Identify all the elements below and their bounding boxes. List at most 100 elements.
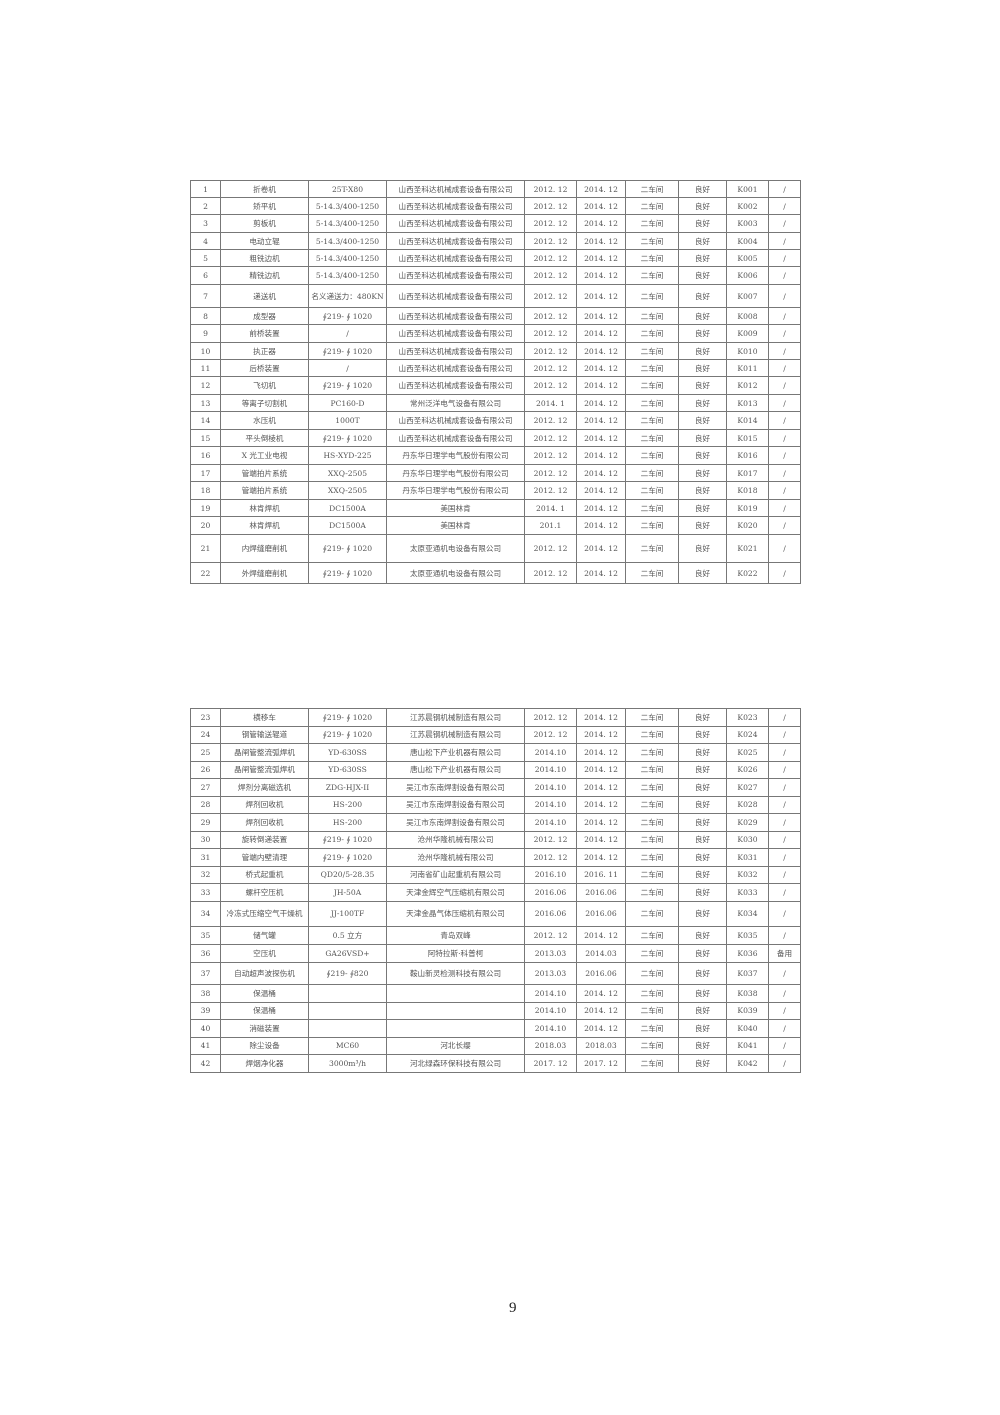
table-row: 17 管端拍片系统 XXQ-2505 丹东华日理学电气股份有限公司 2012. 12 20… [190, 464, 801, 482]
cell-install-date: 2014. 12 [576, 197, 626, 215]
cell-condition: 良好 [678, 324, 727, 343]
cell-code: K008 [726, 307, 769, 325]
cell-location: 二车间 [625, 429, 679, 447]
table-row: 20 林肯焊机 DC1500A 美国林肯 201.1 2014. 12 二车间 良好 K020/ [190, 516, 801, 535]
table-row: 34 冷冻式压缩空气干燥机 JJ-100TF 天津金晶气体压缩机有限公司 2016.06… [190, 900, 801, 927]
cell-index: 18 [190, 481, 221, 500]
cell-purchase-date: 2014.10 [524, 795, 577, 814]
cell-model: DC1500A [308, 516, 387, 535]
page-number: 9 [509, 1300, 517, 1316]
cell-remark: / [768, 214, 801, 233]
cell-equipment-name: 焊烟净化器 [220, 1054, 309, 1073]
cell-index: 32 [190, 865, 221, 884]
cell-remark: / [768, 795, 801, 814]
cell-code: K015 [726, 429, 769, 447]
cell-install-date: 2014. 12 [576, 324, 626, 343]
cell-index: 36 [190, 943, 221, 963]
cell-model: PC160-D [308, 394, 387, 412]
cell-index: 40 [190, 1019, 221, 1038]
cell-model: ∮219- ∮820 [308, 961, 387, 985]
cell-purchase-date: 2012. 12 [524, 324, 577, 343]
cell-manufacturer: 常州泛洋电气设备有限公司 [386, 394, 525, 412]
cell-install-date: 2014. 12 [576, 708, 626, 727]
cell-location: 二车间 [625, 232, 679, 250]
cell-model: 5-14.3/400-1250 [308, 214, 387, 233]
cell-install-date: 2016.06 [576, 900, 626, 927]
cell-model: ∮219- ∮ 1020 [308, 429, 387, 447]
cell-model: JJ-100TF [308, 900, 387, 927]
cell-code: K004 [726, 232, 769, 250]
cell-index: 15 [190, 429, 221, 447]
cell-install-date: 2014. 12 [576, 342, 626, 360]
cell-equipment-name: 内焊缝磨削机 [220, 534, 309, 563]
cell-model [308, 1019, 387, 1038]
cell-index: 23 [190, 708, 221, 727]
cell-manufacturer: 青岛双峰 [386, 925, 525, 945]
cell-code: K021 [726, 534, 769, 563]
cell-condition: 良好 [678, 1001, 727, 1020]
cell-remark: / [768, 743, 801, 762]
cell-purchase-date: 2013.03 [524, 961, 577, 985]
cell-code: K025 [726, 743, 769, 762]
cell-remark: / [768, 1054, 801, 1073]
cell-purchase-date: 2012. 12 [524, 411, 577, 430]
cell-code: K003 [726, 214, 769, 233]
cell-manufacturer: 天津金晶气体压缩机有限公司 [386, 900, 525, 927]
cell-install-date: 2017. 12 [576, 1054, 626, 1073]
cell-equipment-name: 自动超声波探伤机 [220, 961, 309, 985]
cell-model: ∮219- ∮ 1020 [308, 708, 387, 727]
cell-install-date: 2014. 12 [576, 376, 626, 395]
cell-equipment-name: 飞切机 [220, 376, 309, 395]
cell-remark: / [768, 1019, 801, 1038]
cell-index: 2 [190, 197, 221, 215]
cell-location: 二车间 [625, 708, 679, 727]
table-row: 8 成型器 ∮219- ∮ 1020 山西圣科达机械成套设备有限公司 2012. 12 2… [190, 307, 801, 325]
cell-equipment-name: 空压机 [220, 943, 309, 963]
cell-code: K024 [726, 725, 769, 744]
cell-location: 二车间 [625, 197, 679, 215]
cell-manufacturer: 丹东华日理学电气股份有限公司 [386, 464, 525, 482]
cell-purchase-date: 2012. 12 [524, 342, 577, 360]
cell-model: 5-14.3/400-1250 [308, 249, 387, 267]
cell-condition: 良好 [678, 342, 727, 360]
cell-condition: 良好 [678, 1019, 727, 1038]
cell-install-date: 2014. 12 [576, 284, 626, 308]
cell-condition: 良好 [678, 760, 727, 779]
cell-condition: 良好 [678, 232, 727, 250]
cell-manufacturer: 山西圣科达机械成套设备有限公司 [386, 307, 525, 325]
table-row: 38 保温桶 2014.10 2014. 12 二车间 良好 K038/ [190, 983, 801, 1003]
cell-condition: 良好 [678, 516, 727, 535]
cell-equipment-name: 桥式起重机 [220, 865, 309, 884]
cell-remark: / [768, 708, 801, 727]
cell-model: 25T-X80 [308, 180, 387, 198]
cell-code: K028 [726, 795, 769, 814]
cell-manufacturer: 山西圣科达机械成套设备有限公司 [386, 284, 525, 308]
cell-location: 二车间 [625, 813, 679, 832]
cell-purchase-date: 2012. 12 [524, 725, 577, 744]
table-row: 7 递送机 名义递送力：480KN 山西圣科达机械成套设备有限公司 2012. 12 20… [190, 284, 801, 308]
cell-remark: / [768, 534, 801, 563]
cell-condition: 良好 [678, 481, 727, 500]
cell-manufacturer: 吴江市东南焊割设备有限公司 [386, 813, 525, 832]
cell-location: 二车间 [625, 943, 679, 963]
table-row: 23 横移车 ∮219- ∮ 1020 江苏晨钢机械制造有限公司 2012. 12 201… [190, 708, 801, 727]
table-row: 31 管端内壁清理 ∮219- ∮ 1020 沧州华隆机械有限公司 2012. 12 20… [190, 848, 801, 867]
cell-code: K035 [726, 925, 769, 945]
cell-code: K023 [726, 708, 769, 727]
cell-remark: / [768, 324, 801, 343]
cell-purchase-date: 2012. 12 [524, 249, 577, 267]
cell-code: K038 [726, 983, 769, 1003]
cell-equipment-name: 钢管输送辊道 [220, 725, 309, 744]
cell-equipment-name: 林肯焊机 [220, 499, 309, 517]
cell-manufacturer: 河北长缨 [386, 1036, 525, 1055]
cell-code: K040 [726, 1019, 769, 1038]
cell-install-date: 2014. 12 [576, 481, 626, 500]
cell-index: 3 [190, 214, 221, 233]
cell-remark: / [768, 180, 801, 198]
cell-code: K036 [726, 943, 769, 963]
table-row: 1 折卷机 25T-X80 山西圣科达机械成套设备有限公司 2012. 12 2014. … [190, 180, 801, 198]
cell-install-date: 2014.03 [576, 943, 626, 963]
cell-purchase-date: 2016.06 [524, 900, 577, 927]
cell-model: DC1500A [308, 499, 387, 517]
table-row: 41 除尘设备 MC60 河北长缨 2018.03 2018.03 二车间 良好 K041/ [190, 1036, 801, 1055]
